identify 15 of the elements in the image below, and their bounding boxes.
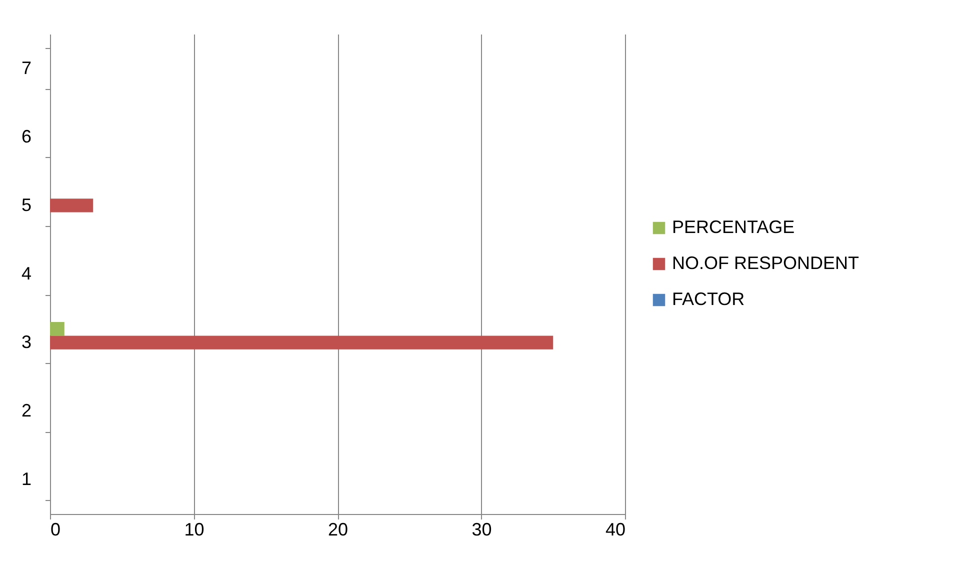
x-tick-label: 30 (472, 520, 492, 540)
y-tick-label: 7 (21, 58, 32, 78)
x-tick-label: 10 (184, 520, 204, 540)
x-tick-label: 40 (605, 520, 626, 540)
legend-label: FACTOR (672, 289, 745, 309)
legend-label: NO.OF RESPONDENT (672, 253, 860, 273)
x-tick-label: 20 (328, 520, 348, 540)
legend-label: PERCENTAGE (672, 217, 795, 237)
y-tick-label: 4 (21, 264, 32, 284)
x-tick-label: 0 (50, 520, 61, 540)
y-tick-label: 3 (21, 332, 32, 352)
y-tick-label: 5 (21, 194, 32, 215)
y-tick-label: 6 (21, 126, 32, 146)
y-tick-label: 2 (21, 400, 32, 421)
y-tick-label: 1 (21, 469, 32, 490)
